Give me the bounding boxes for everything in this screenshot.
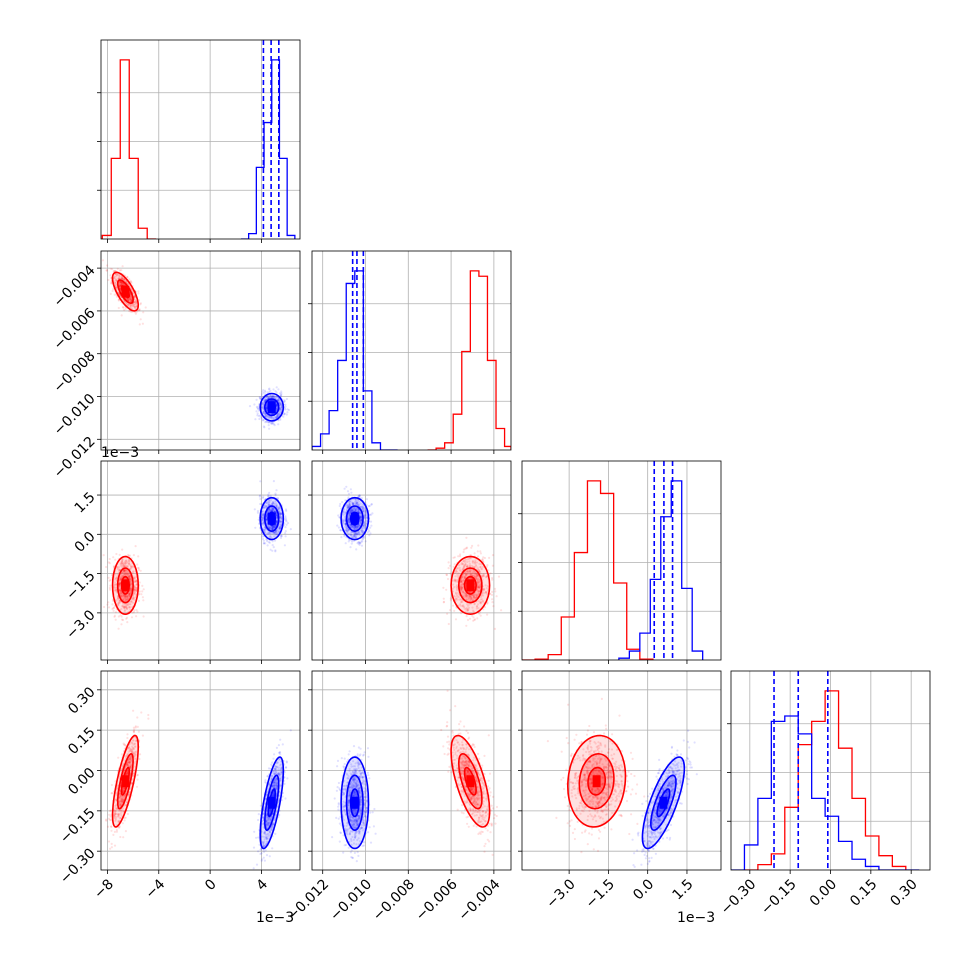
panel-0-0 <box>101 40 300 239</box>
x-tick-label: 0.15 <box>847 876 880 909</box>
x-tick-label: 0.00 <box>807 876 840 909</box>
x-tick-label: −0.006 <box>413 876 461 924</box>
density-peak-series-1 <box>267 512 276 525</box>
panel-3-1 <box>312 671 511 870</box>
y-tick-label: 0.00 <box>65 765 98 798</box>
x-tick-label: −1.5 <box>583 876 618 911</box>
panel-2-2 <box>522 461 721 660</box>
x-tick-label: −8 <box>91 876 117 902</box>
x-tick-label: −0.012 <box>284 876 332 924</box>
panel-frame <box>311 460 512 661</box>
y-tick-label: −0.008 <box>51 348 99 396</box>
panel-frame <box>311 250 512 451</box>
density-peak-series-0 <box>592 775 601 788</box>
x-tick-label: 0 <box>202 876 220 894</box>
density-peak-series-0 <box>466 579 475 592</box>
y-tick-label: 0.15 <box>65 725 98 758</box>
histogram-step-series-1 <box>312 270 398 450</box>
density-peak-series-1 <box>267 796 276 809</box>
density-peak-series-0 <box>121 285 130 298</box>
y-tick-label: 1.5 <box>72 489 99 516</box>
panel-frame <box>100 250 301 451</box>
x-tick-label: −0.008 <box>370 876 418 924</box>
y-tick-label: −0.004 <box>51 262 99 310</box>
density-peak-series-0 <box>121 775 130 788</box>
panel-1-1 <box>312 251 511 450</box>
y-tick-label: 0.0 <box>72 529 99 556</box>
x-tick-label: −0.30 <box>718 876 760 918</box>
panel-frame <box>521 460 722 661</box>
density-peak-series-1 <box>267 401 276 414</box>
y-tick-label: −1.5 <box>63 568 98 603</box>
histogram-step-series-0 <box>101 59 157 239</box>
histogram-step-series-1 <box>618 480 704 660</box>
panel-2-1 <box>312 461 511 660</box>
histogram-step-series-1 <box>731 715 920 870</box>
y-tick-label: −0.012 <box>51 434 99 482</box>
y-tick-label: 0.30 <box>65 684 98 717</box>
panel-frame <box>100 460 301 661</box>
x-tick-label: −4 <box>142 876 168 902</box>
panel-frame <box>100 39 301 240</box>
histogram-step-series-0 <box>522 480 654 660</box>
density-peak-series-0 <box>466 775 475 788</box>
x-tick-label: −3.0 <box>543 876 578 911</box>
histogram-step-series-1 <box>240 59 296 239</box>
x-offset-label: 1e−3 <box>256 910 294 926</box>
x-tick-label: −0.010 <box>327 876 375 924</box>
y-tick-label: −0.010 <box>51 391 99 439</box>
density-peak-series-1 <box>659 796 668 809</box>
x-offset-label: 1e−3 <box>677 910 715 926</box>
x-tick-label: −0.15 <box>758 876 800 918</box>
density-peak-series-0 <box>121 579 130 592</box>
histogram-step-series-0 <box>744 690 907 870</box>
y-tick-label: −0.15 <box>57 805 99 847</box>
histogram-step-series-0 <box>427 270 511 450</box>
y-tick-label: −0.30 <box>57 846 99 888</box>
y-tick-label: −3.0 <box>63 607 98 642</box>
x-tick-label: 0.0 <box>630 876 657 903</box>
x-tick-label: 4 <box>253 876 271 894</box>
x-tick-label: 1.5 <box>670 876 697 903</box>
panel-3-2 <box>522 671 721 870</box>
x-tick-label: 0.30 <box>887 876 920 909</box>
y-offset-label: 1e−3 <box>101 445 139 461</box>
y-tick-label: −0.006 <box>51 305 99 353</box>
density-peak-series-1 <box>350 512 359 525</box>
density-peak-series-1 <box>350 796 359 809</box>
panel-3-0 <box>101 671 300 870</box>
x-tick-label: −0.004 <box>456 876 504 924</box>
panel-3-3 <box>731 671 930 870</box>
panel-2-0 <box>101 461 300 660</box>
panel-1-0 <box>101 251 300 450</box>
